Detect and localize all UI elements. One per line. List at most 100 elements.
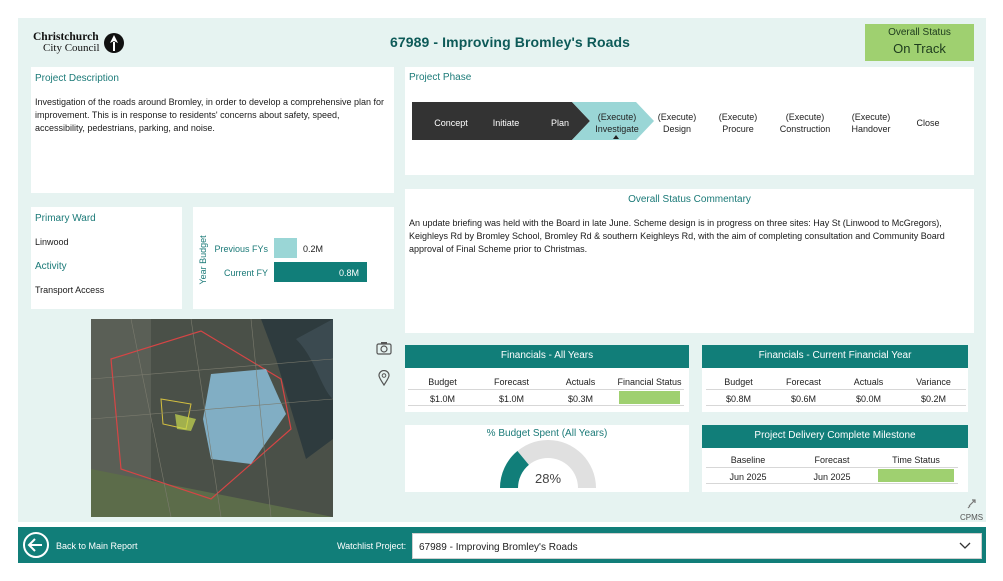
budget-category-label: Current FY xyxy=(223,268,268,278)
phase-step-line2: Design xyxy=(662,124,691,134)
budget-spent-gauge xyxy=(500,440,596,488)
budget-bar xyxy=(274,262,367,282)
commentary-title: Overall Status Commentary xyxy=(628,194,751,205)
fin-current-value: $0.2M xyxy=(920,394,946,404)
fin-current-value: $0.6M xyxy=(790,394,816,404)
phase-completed-chevron xyxy=(412,102,590,140)
fin-all-divider xyxy=(408,389,684,390)
gauge-fill xyxy=(500,451,529,488)
watchlist-select[interactable]: 67989 - Improving Bromley's Roads xyxy=(412,533,982,559)
phase-chevrons xyxy=(412,102,654,140)
footer-bar: Back to Main Report Watchlist Project: 6… xyxy=(18,527,986,563)
description-text: Investigation of the roads around Bromle… xyxy=(35,97,385,133)
watchlist-selected-value: 67989 - Improving Bromley's Roads xyxy=(419,542,578,553)
chevron-down-icon xyxy=(959,542,971,549)
fin-all-header: Financial Status xyxy=(617,377,682,387)
phase-step-line2: Investigate xyxy=(595,124,639,134)
fin-current-value: $0.0M xyxy=(855,394,881,404)
budget-category-label: Previous FYs xyxy=(214,244,268,254)
budget-spent-title: % Budget Spent (All Years) xyxy=(486,428,608,439)
commentary-text: An update briefing was held with the Boa… xyxy=(409,218,945,254)
milestone-divider xyxy=(706,467,958,468)
phase-step-line1: Concept xyxy=(434,118,468,128)
back-button[interactable] xyxy=(23,532,49,558)
milestone-title: Project Delivery Complete Milestone xyxy=(702,425,968,448)
activity-value: Transport Access xyxy=(35,285,105,295)
phase-current-chevron xyxy=(572,102,654,140)
year-budget-panel: Year Budget xyxy=(193,207,394,309)
phase-step-4: (Execute) Design xyxy=(637,111,717,135)
budget-spent-panel: % Budget Spent (All Years) xyxy=(405,425,689,492)
activity-label: Activity xyxy=(35,261,67,272)
milestone-header: Baseline xyxy=(730,455,766,465)
budget-value-label: 0.2M xyxy=(303,244,324,254)
phase-step-line2: Handover xyxy=(851,124,891,134)
milestone-divider xyxy=(706,483,958,484)
financials-current-title: Financials - Current Financial Year xyxy=(702,345,968,368)
phase-step-line1: (Execute) xyxy=(597,112,637,122)
fin-all-header: Budget xyxy=(428,377,457,387)
description-label: Project Description xyxy=(35,73,119,84)
budget-value-label: 0.8M xyxy=(339,268,360,278)
phase-step-line1: Close xyxy=(916,118,940,128)
phase-step-line1: Initiate xyxy=(492,118,520,128)
map-pin-icon[interactable] xyxy=(378,370,390,386)
milestone-header: Time Status xyxy=(892,455,940,465)
map-image xyxy=(91,319,333,517)
milestone-header: Forecast xyxy=(814,455,850,465)
cpms-icon[interactable] xyxy=(966,497,978,509)
budget-bar xyxy=(274,238,297,258)
year-budget-axis-label: Year Budget xyxy=(198,235,208,285)
arrow-left-icon xyxy=(27,538,42,552)
ward-panel: Primary Ward Linwood Activity Transport … xyxy=(31,207,182,309)
phase-step-line1: Plan xyxy=(550,118,569,128)
phase-step-0: Concept xyxy=(411,117,491,129)
page-title: 67989 - Improving Bromley's Roads xyxy=(390,34,631,50)
back-to-main-link[interactable]: Back to Main Report xyxy=(56,541,138,551)
fin-all-value: $0.3M xyxy=(567,394,593,404)
milestone-value: Jun 2025 xyxy=(813,472,851,482)
overall-status-value: On Track xyxy=(893,41,946,56)
overall-status-label: Overall Status xyxy=(888,27,951,38)
logo-line1: Christchurch xyxy=(33,31,99,43)
phase-step-6: (Execute) Construction xyxy=(765,111,845,135)
phase-step-8: Close xyxy=(888,117,968,129)
fin-current-divider xyxy=(706,389,966,390)
watchlist-label: Watchlist Project: xyxy=(337,541,407,551)
council-logo: Christchurch City Council xyxy=(33,30,128,56)
fin-all-value: $1.0M xyxy=(429,394,455,404)
phase-step-2: Plan xyxy=(520,117,600,129)
milestone-status-indicator xyxy=(878,469,954,482)
phase-step-line1: (Execute) xyxy=(718,112,758,122)
ward-label: Primary Ward xyxy=(35,213,96,224)
phase-step-1: Initiate xyxy=(466,117,546,129)
cpms-label[interactable]: CPMS xyxy=(960,513,984,522)
phase-step-line1: (Execute) xyxy=(851,112,891,122)
fin-all-value: $1.0M xyxy=(498,394,524,404)
phase-label: Project Phase xyxy=(409,72,472,83)
camera-icon[interactable] xyxy=(376,341,392,355)
gauge-track xyxy=(500,440,596,488)
logo-line2: City Council xyxy=(43,42,100,54)
ward-value: Linwood xyxy=(35,237,69,247)
phase-step-line2: Procure xyxy=(722,124,754,134)
phase-step-line1: (Execute) xyxy=(657,112,697,122)
phase-step-7: (Execute) Handover xyxy=(831,111,911,135)
fin-current-divider xyxy=(706,405,966,406)
fin-current-header: Actuals xyxy=(853,377,884,387)
overall-status-badge: Overall Status On Track xyxy=(865,24,974,61)
milestone-value: Jun 2025 xyxy=(729,472,767,482)
financials-all-title: Financials - All Years xyxy=(405,345,689,368)
council-emblem-icon xyxy=(104,33,124,53)
project-location-map[interactable] xyxy=(91,319,333,517)
current-phase-marker xyxy=(613,135,619,139)
fin-current-header: Variance xyxy=(916,377,951,387)
description-panel: Project Description Investigation of the… xyxy=(31,67,394,193)
commentary-panel: Overall Status Commentary An update brie… xyxy=(405,189,974,333)
phase-step-3: (Execute) Investigate xyxy=(577,111,657,135)
phase-step-line2: Construction xyxy=(779,124,831,134)
fin-current-value: $0.8M xyxy=(725,394,751,404)
budget-spent-value: 28% xyxy=(534,471,562,486)
fin-current-header: Forecast xyxy=(785,377,821,387)
fin-all-header: Actuals xyxy=(565,377,596,387)
